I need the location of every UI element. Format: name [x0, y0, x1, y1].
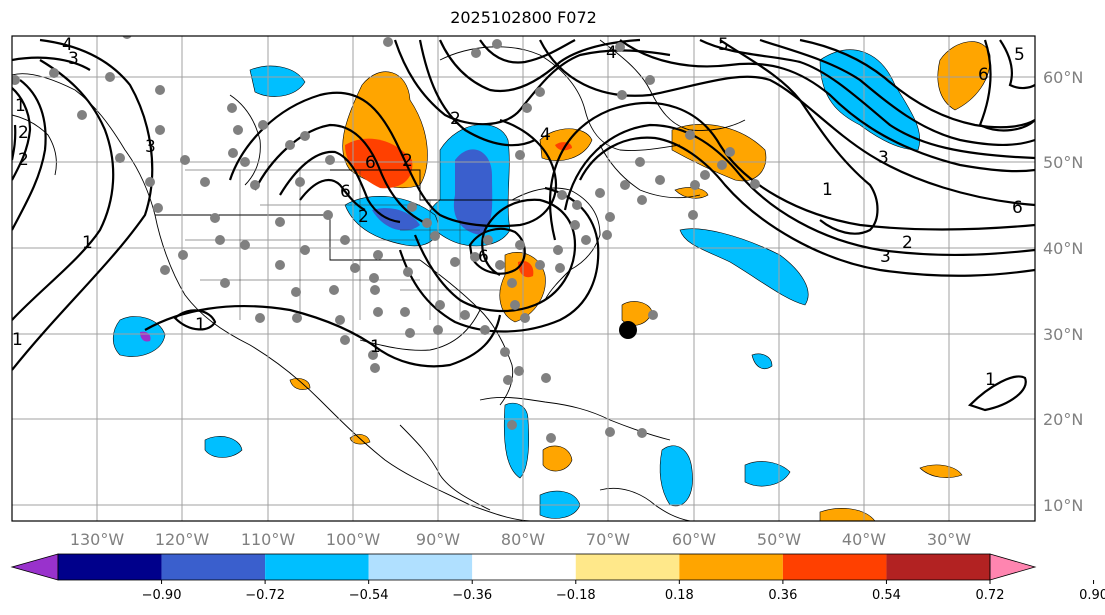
plot-frame — [11, 35, 1036, 522]
lon-label: 60°W — [672, 530, 716, 549]
coastlines — [12, 39, 746, 521]
svg-text:5: 5 — [1014, 45, 1025, 65]
colorbar-arrow-min — [10, 553, 59, 581]
svg-text:2: 2 — [18, 150, 29, 170]
colorbar-segment — [782, 554, 887, 580]
observation-points — [12, 36, 760, 443]
lat-label: 30°N — [1043, 325, 1083, 344]
svg-text:4: 4 — [540, 125, 551, 145]
svg-text:1: 1 — [82, 233, 93, 253]
colorbar-border — [57, 553, 991, 581]
contour-labels: 4 3 5 6 2 1 3 2 6 1 1 4 2 5 6 1 3 2 4 6 … — [12, 35, 1025, 390]
svg-text:2: 2 — [358, 207, 369, 227]
svg-text:1: 1 — [822, 180, 833, 200]
lon-label: 80°W — [501, 530, 545, 549]
svg-text:2: 2 — [902, 233, 913, 253]
lon-label: 40°W — [842, 530, 886, 549]
svg-text:3: 3 — [68, 49, 79, 69]
svg-text:5: 5 — [718, 35, 729, 55]
svg-text:1: 1 — [15, 96, 26, 116]
lon-label: 120°W — [155, 530, 210, 549]
svg-text:1: 1 — [370, 337, 381, 357]
colorbar — [10, 553, 1037, 581]
location-marker — [619, 321, 637, 339]
svg-text:6: 6 — [478, 247, 489, 267]
colorbar-tick-label: 0.18 — [665, 588, 694, 603]
colorbar-tick-label: −0.36 — [452, 588, 492, 603]
lon-label: 50°W — [757, 530, 801, 549]
colorbar-segment — [886, 554, 990, 580]
svg-text:6: 6 — [978, 65, 989, 85]
svg-text:1: 1 — [195, 315, 206, 335]
svg-text:3: 3 — [878, 148, 889, 168]
colorbar-segment — [265, 554, 369, 580]
lat-label: 60°N — [1043, 68, 1083, 87]
colorbar-segment — [368, 554, 473, 580]
svg-text:3: 3 — [880, 247, 891, 267]
svg-text:2: 2 — [18, 123, 29, 143]
lat-label: 20°N — [1043, 410, 1083, 429]
colorbar-tick-label: −0.54 — [349, 588, 389, 603]
lon-label: 30°W — [927, 530, 971, 549]
contour-lines — [12, 38, 1035, 412]
colorbar-tick-label: −0.90 — [142, 588, 182, 603]
colorbar-tick-label: 0.36 — [768, 588, 797, 603]
lon-label: 70°W — [586, 530, 630, 549]
svg-text:3: 3 — [145, 137, 156, 157]
colorbar-tick-label: 0.54 — [872, 588, 901, 603]
colorbar-arrow-max — [989, 553, 1037, 581]
colorbar-tick-label: 0.90 — [1079, 588, 1105, 603]
map-title: 2025102800 F072 — [450, 8, 597, 27]
colorbar-segment — [161, 554, 266, 580]
svg-text:2: 2 — [450, 109, 461, 129]
svg-text:1: 1 — [12, 330, 23, 350]
longitude-labels: 130°W 120°W 110°W 100°W 90°W 80°W 70°W 6… — [70, 530, 971, 549]
colorbar-tick-label: 0.72 — [976, 588, 1005, 603]
colorbar-segment — [58, 554, 162, 580]
lon-label: 100°W — [326, 530, 381, 549]
svg-text:6: 6 — [1012, 198, 1023, 218]
colorbar-tick-label: −0.18 — [556, 588, 596, 603]
lat-label: 10°N — [1043, 496, 1083, 515]
colorbar-segment — [472, 554, 576, 580]
svg-text:1: 1 — [985, 370, 996, 390]
svg-text:6: 6 — [365, 153, 376, 173]
colorbar-tick-labels: −0.90 −0.72 −0.54 −0.36 −0.18 0.18 0.36 0.54 0.7… — [142, 580, 1105, 603]
svg-text:2: 2 — [402, 151, 413, 171]
lon-label: 90°W — [416, 530, 460, 549]
lat-label: 40°N — [1043, 239, 1083, 258]
colorbar-tick-label: −0.72 — [245, 588, 285, 603]
lon-label: 110°W — [241, 530, 296, 549]
svg-text:6: 6 — [340, 182, 351, 202]
lat-label: 50°N — [1043, 153, 1083, 172]
colorbar-segment — [575, 554, 680, 580]
colorbar-segment — [679, 554, 783, 580]
latitude-labels: 60°N 50°N 40°N 30°N 20°N 10°N — [1043, 68, 1083, 515]
svg-text:4: 4 — [62, 35, 73, 55]
lon-label: 130°W — [70, 530, 125, 549]
svg-text:4: 4 — [606, 43, 617, 63]
